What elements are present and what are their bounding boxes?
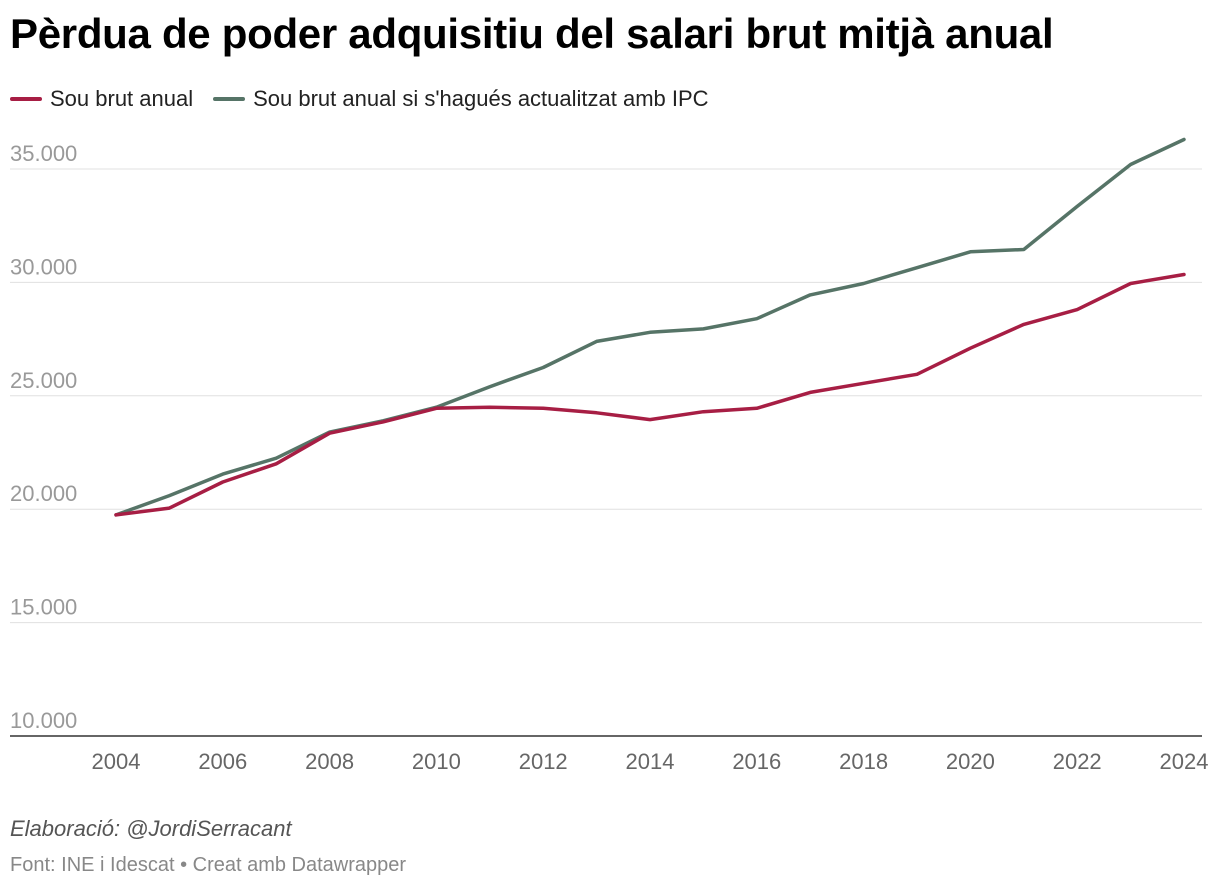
x-axis-tick-labels: 2004 2006 2008 2010 2012 2014 2016 2018 2020 2022… [92,749,1209,774]
y-tick-label: 10.000 [10,708,77,733]
series-line-salary-ipc [114,137,1186,517]
chart-title: Pèrdua de poder adquisitiu del salari br… [10,10,1054,57]
legend-swatch-salary [10,97,42,101]
x-tick-label: 2018 [839,749,888,774]
legend-label-salary: Sou brut anual [50,86,194,111]
legend-item-salary-ipc: Sou brut anual si s'hagués actualitzat a… [213,86,709,112]
x-tick-label: 2016 [732,749,781,774]
x-tick-label: 2024 [1160,749,1209,774]
x-tick-label: 2020 [946,749,995,774]
x-tick-label: 2012 [519,749,568,774]
y-tick-label: 15.000 [10,595,77,620]
line-chart: 10.000 15.000 20.000 25.000 30.000 35.000 200… [10,137,1209,774]
series-lines [114,137,1186,517]
x-tick-label: 2008 [305,749,354,774]
grid-lines [10,168,1202,737]
x-tick-label: 2010 [412,749,461,774]
chart-legend: Sou brut anual Sou brut anual si s'hagué… [10,86,729,112]
footer-credit: Elaboració: @JordiSerracant [10,816,292,841]
legend-label-salary-ipc: Sou brut anual si s'hagués actualitzat a… [253,86,709,111]
series-line-salary [114,272,1186,517]
x-tick-label: 2006 [198,749,247,774]
x-tick-label: 2004 [92,749,141,774]
y-tick-label: 30.000 [10,254,77,279]
y-tick-label: 35.000 [10,141,77,166]
legend-item-salary: Sou brut anual [10,86,193,112]
y-axis-tick-labels: 10.000 15.000 20.000 25.000 30.000 35.000 [10,141,77,733]
footer-source: Font: INE i Idescat • Creat amb Datawrap… [10,854,407,876]
legend-swatch-salary-ipc [213,97,246,101]
x-tick-label: 2014 [626,749,675,774]
y-tick-label: 20.000 [10,481,77,506]
y-tick-label: 25.000 [10,368,77,393]
x-tick-label: 2022 [1053,749,1102,774]
